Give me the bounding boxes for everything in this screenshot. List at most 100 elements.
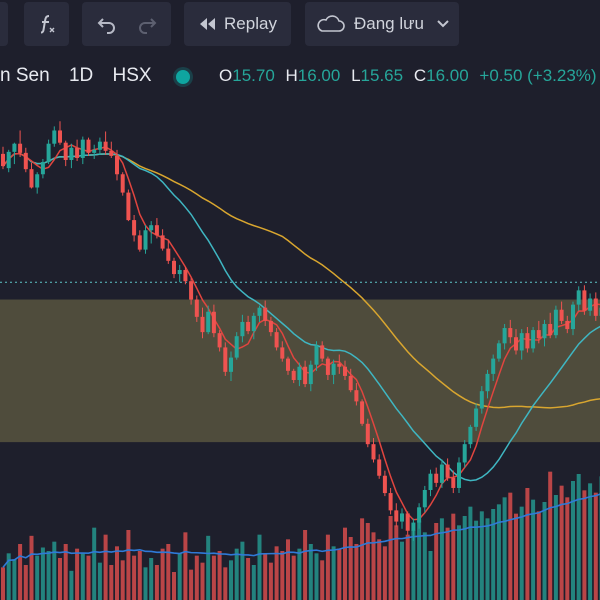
cursor-tool-button[interactable] (24, 2, 69, 46)
candle-body (97, 141, 102, 150)
candlestick (457, 457, 461, 494)
candlestick (445, 458, 450, 481)
candle-body (246, 321, 251, 332)
volume-bar (508, 492, 513, 600)
save-status-label: Đang lưu (354, 14, 424, 33)
candlestick (217, 330, 222, 352)
volume-bar (354, 544, 359, 600)
candle-body (445, 464, 450, 478)
candle-body (320, 345, 325, 359)
symbol-info[interactable]: n Sen 1D HSX (0, 65, 162, 87)
candle-body (35, 174, 40, 188)
candle-body (223, 347, 228, 372)
volume-bar (154, 565, 159, 600)
candle-body (126, 192, 131, 221)
candlestick (160, 229, 165, 251)
high-value: 16.00 (297, 66, 341, 85)
volume-bar (92, 527, 97, 600)
candlestick (35, 172, 40, 194)
save-status-button[interactable]: Đang lưu (305, 2, 459, 46)
candle-body (531, 330, 536, 349)
candle-body (491, 358, 496, 374)
candlestick (268, 316, 273, 337)
volume-bar (439, 518, 444, 600)
candle-body (189, 281, 194, 300)
volume-bar (337, 548, 342, 600)
candle-body (18, 143, 23, 153)
volume-bar (576, 474, 581, 600)
undo-icon[interactable] (96, 13, 118, 35)
volume-bar (137, 551, 142, 600)
candle-body (462, 444, 467, 463)
candle-body (234, 336, 239, 358)
volume-bar (132, 555, 137, 600)
candle-body (422, 490, 427, 508)
replay-button[interactable]: Replay (184, 2, 291, 46)
candlestick (86, 137, 91, 156)
volume-bar (593, 492, 598, 600)
candlestick (542, 319, 547, 347)
volume-bar (35, 555, 40, 600)
market-status-dot (176, 70, 190, 84)
candlestick (394, 503, 399, 527)
candlestick (468, 424, 473, 449)
candlestick (474, 403, 479, 431)
candlestick (58, 121, 62, 145)
volume-bar (6, 553, 11, 600)
redo-icon[interactable] (136, 13, 158, 35)
candle-body (576, 290, 581, 305)
volume-bar (434, 523, 439, 600)
volume-bar (251, 565, 256, 600)
candlestick (411, 518, 416, 541)
candle-body (143, 230, 148, 250)
candlestick (565, 315, 570, 334)
candle-body (434, 473, 439, 483)
volume-bar (280, 551, 285, 600)
candle-body (331, 363, 336, 375)
volume-bar (286, 539, 290, 600)
open-key: O (219, 66, 233, 85)
volume-bar (394, 525, 399, 600)
volume-bar (211, 555, 216, 600)
candlestick (229, 351, 233, 382)
volume-bar (172, 572, 176, 600)
candle-body (417, 507, 422, 523)
candle-body (559, 309, 564, 321)
candle-body (314, 345, 319, 365)
candle-body (571, 304, 575, 330)
volume-bar (531, 499, 536, 600)
candle-body (308, 364, 313, 385)
candlestick (69, 143, 74, 169)
candlestick (137, 230, 142, 252)
volume-bar (52, 541, 57, 600)
candle-body (40, 162, 45, 175)
volume-bar (97, 562, 102, 600)
volume-bar (474, 520, 479, 600)
candlestick (508, 319, 513, 344)
partial-left-button[interactable] (0, 2, 8, 46)
candlestick (263, 300, 268, 327)
volume-bar (189, 569, 194, 600)
volume-bar (536, 511, 541, 600)
volume-bar (411, 530, 416, 600)
open-value: 15.70 (232, 66, 275, 85)
candle-body (348, 375, 353, 391)
candle-body (69, 147, 74, 160)
candlestick (274, 328, 279, 351)
candlestick (502, 323, 507, 350)
candle-body (286, 358, 290, 371)
volume-bar (479, 511, 484, 600)
volume-bar (80, 553, 85, 600)
volume-bar (405, 534, 410, 600)
volume-bar (553, 495, 558, 600)
candlestick (194, 295, 199, 322)
candle-body (211, 311, 216, 334)
volume-bar (166, 544, 171, 600)
candlestick (46, 139, 51, 165)
low-key: L (351, 66, 361, 85)
candlestick (405, 511, 410, 535)
candlestick (143, 225, 148, 254)
candle-body (508, 328, 513, 338)
volume-bar (514, 513, 518, 600)
